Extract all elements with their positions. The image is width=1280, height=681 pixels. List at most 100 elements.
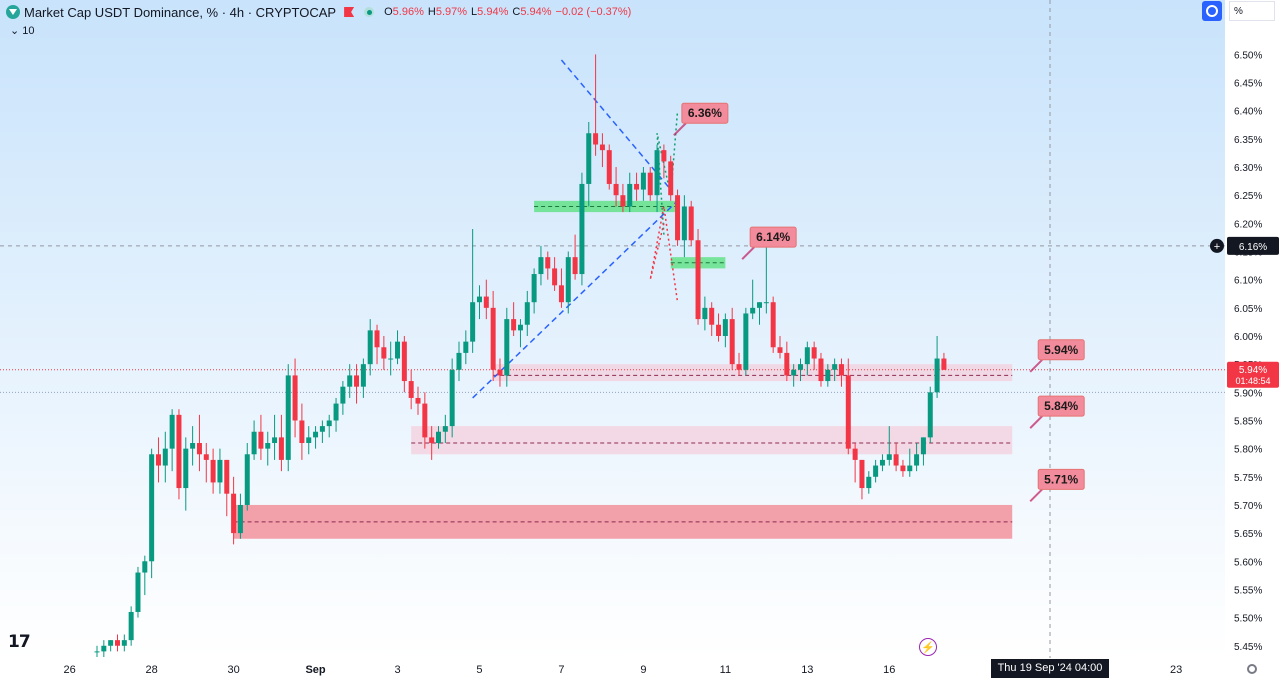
candle xyxy=(893,443,899,472)
candle-body xyxy=(114,640,120,646)
annotations-layer: 6.36% 6.14% 5.94% 5.84% 5.71% xyxy=(673,102,1085,503)
y-tick-label: 6.00% xyxy=(1234,332,1262,343)
candle xyxy=(142,555,148,596)
symbol-title[interactable]: Market Cap USDT Dominance, % · 4h · CRYP… xyxy=(24,4,337,20)
candle xyxy=(374,324,380,365)
plot-background xyxy=(0,0,1225,658)
candle xyxy=(340,381,346,415)
tradingview-logo-icon[interactable]: 17 xyxy=(8,632,31,652)
volume-toggle[interactable]: ⌄ 10 xyxy=(10,25,35,37)
price-callout: 6.36% xyxy=(673,102,729,136)
candle-body xyxy=(558,285,564,303)
callout-box xyxy=(1037,468,1085,490)
sync-icon[interactable] xyxy=(1202,1,1222,21)
candle-body xyxy=(811,347,817,359)
callout-box xyxy=(681,102,729,124)
add-alert-icon xyxy=(1210,238,1224,253)
candle xyxy=(114,634,120,652)
x-tick-label: 9 xyxy=(640,664,646,676)
candle-body xyxy=(688,206,694,241)
candle-body xyxy=(183,448,189,489)
candle xyxy=(265,431,271,466)
candle xyxy=(558,268,564,308)
candle-body xyxy=(620,195,626,207)
x-tick-label: 28 xyxy=(146,664,158,676)
callout-pointer xyxy=(1029,359,1043,373)
x-tick-label: 26 xyxy=(64,664,76,676)
candle xyxy=(511,302,517,336)
candle xyxy=(695,228,701,325)
ohlc-change: −0.02 (−0.37%) xyxy=(555,6,632,18)
candle-body xyxy=(729,319,735,365)
candle xyxy=(606,144,612,190)
candle xyxy=(524,290,530,336)
candle-body xyxy=(927,392,933,438)
candle-body xyxy=(552,268,558,286)
candle-body xyxy=(627,183,633,207)
candle xyxy=(128,606,134,646)
candle xyxy=(169,409,175,472)
market-status-icon xyxy=(364,7,375,17)
candle-body xyxy=(852,448,858,460)
candle-body xyxy=(736,364,742,370)
y-tick-label: 6.45% xyxy=(1234,79,1262,90)
y-tick-label: 5.80% xyxy=(1234,445,1262,456)
candle-body xyxy=(791,369,797,376)
candle xyxy=(804,341,810,376)
candle-body xyxy=(804,347,810,365)
candle-body xyxy=(354,375,360,387)
candle xyxy=(517,319,523,348)
flag-icon[interactable] xyxy=(344,7,355,17)
candle xyxy=(709,302,715,336)
candle-body xyxy=(169,414,175,449)
candle-body xyxy=(422,403,428,438)
candle xyxy=(497,358,503,387)
candle xyxy=(319,420,325,444)
lightning-icon[interactable]: ⚡ xyxy=(919,638,937,656)
gear-icon[interactable] xyxy=(1247,664,1257,674)
candle xyxy=(388,341,394,376)
candle-body xyxy=(654,150,660,196)
candle xyxy=(176,409,182,500)
y-tick-label: 6.10% xyxy=(1234,276,1262,287)
candle xyxy=(463,330,469,365)
callout-pointer xyxy=(673,122,687,136)
candle-body xyxy=(832,364,838,370)
candle-body xyxy=(914,454,920,466)
candle xyxy=(572,234,578,280)
candle-body xyxy=(251,431,257,455)
candle xyxy=(531,268,537,314)
candle-body xyxy=(538,257,544,275)
candle-body xyxy=(299,420,305,444)
candle-body xyxy=(675,195,681,241)
candle xyxy=(360,358,366,398)
candle xyxy=(620,183,626,213)
current-price-box xyxy=(1227,361,1279,388)
candle xyxy=(538,245,544,286)
candle-body xyxy=(395,341,401,359)
candle xyxy=(333,397,339,432)
candle xyxy=(654,144,660,213)
candle-body xyxy=(476,296,482,303)
candle-body xyxy=(900,465,906,472)
candle xyxy=(121,634,127,652)
scale-mode-button[interactable]: % xyxy=(1229,1,1275,21)
candle xyxy=(920,437,926,466)
y-tick-label: 5.75% xyxy=(1234,473,1262,484)
y-tick-label: 6.05% xyxy=(1234,304,1262,315)
candle xyxy=(381,336,387,370)
callout-label: 6.36% xyxy=(688,106,722,120)
candle-body xyxy=(319,426,325,432)
y-tick-label: 5.55% xyxy=(1234,585,1262,596)
candle-body xyxy=(941,358,947,370)
candle-body xyxy=(524,302,530,325)
ohlc-low: L5.94% xyxy=(471,6,509,18)
candle-body xyxy=(586,133,592,184)
candle xyxy=(490,290,496,382)
candle xyxy=(436,426,441,449)
candle-body xyxy=(879,459,885,466)
time-axis-background xyxy=(0,658,1280,681)
candles-layer xyxy=(94,54,947,658)
